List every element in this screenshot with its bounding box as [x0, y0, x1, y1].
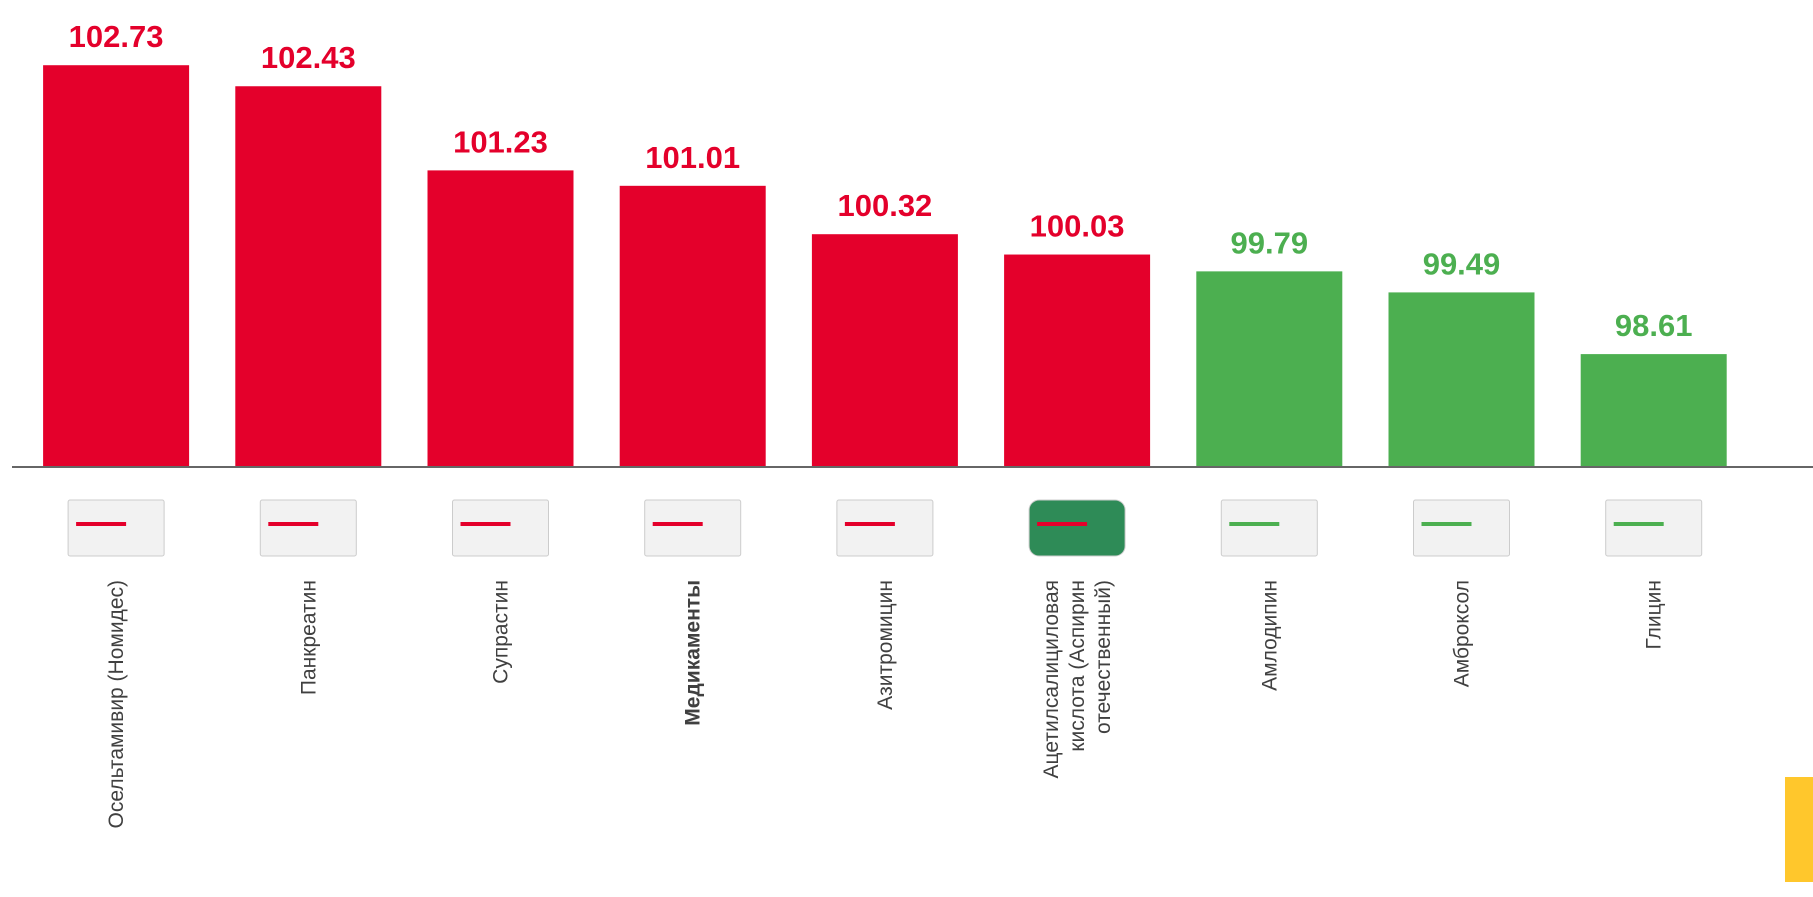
package-stripe: [1229, 522, 1280, 526]
product-icon: [67, 499, 165, 557]
product-icon: [1605, 499, 1703, 557]
product-icon: [1220, 499, 1318, 557]
package: [1605, 499, 1703, 557]
package: [836, 499, 934, 557]
product-icon: [1028, 499, 1126, 557]
package: [644, 499, 742, 557]
bar: [619, 185, 766, 468]
bar: [1580, 354, 1727, 467]
package: [67, 499, 165, 557]
value-label: 100.03: [1030, 209, 1125, 244]
x-tick-label: Ацетилсалициловая кислота (Аспирин отечест…: [1040, 580, 1115, 778]
value-label: 101.23: [453, 124, 548, 159]
value-label: 102.73: [69, 19, 164, 54]
value-label: 100.32: [837, 188, 932, 223]
product-icon: [1413, 499, 1510, 557]
x-tick-label: Супрастин: [490, 580, 513, 684]
package-stripe: [76, 522, 127, 526]
package: [452, 499, 549, 557]
package-stripe: [844, 522, 895, 526]
bar: [811, 234, 958, 467]
package-stripe: [1037, 522, 1088, 526]
product-icon: [836, 499, 934, 557]
package: [1028, 499, 1126, 557]
product-icon: [644, 499, 742, 557]
bar: [427, 170, 574, 467]
x-tick-label: Амброксол: [1451, 580, 1474, 687]
x-tick-label: Глицин: [1643, 580, 1666, 650]
package-stripe: [460, 522, 511, 526]
value-label: 98.61: [1615, 308, 1693, 343]
package: [259, 499, 357, 557]
bar: [1196, 271, 1343, 467]
package-stripe: [1421, 522, 1472, 526]
product-icon: [259, 499, 357, 557]
value-label: 99.79: [1231, 225, 1309, 260]
package: [1413, 499, 1510, 557]
package-stripe: [268, 522, 319, 526]
bar: [235, 86, 382, 468]
x-tick-label: Осельтамивир (Номидес): [105, 580, 128, 828]
bar: [1004, 254, 1151, 467]
package-stripe: [652, 522, 703, 526]
corner-decoration: [1785, 777, 1813, 882]
x-tick-label: Медикаменты: [682, 580, 705, 726]
value-label: 101.01: [645, 140, 740, 175]
product-icon: [452, 499, 549, 557]
package: [1220, 499, 1318, 557]
x-tick-label: Азитромицин: [874, 580, 897, 710]
package-stripe: [1613, 522, 1664, 526]
value-label: 99.49: [1423, 246, 1501, 281]
x-tick-label: Амлодипин: [1258, 580, 1281, 691]
bar: [1388, 292, 1535, 467]
bar: [43, 65, 190, 468]
value-label: 102.43: [261, 40, 356, 75]
x-tick-label: Панкреатин: [297, 580, 320, 695]
